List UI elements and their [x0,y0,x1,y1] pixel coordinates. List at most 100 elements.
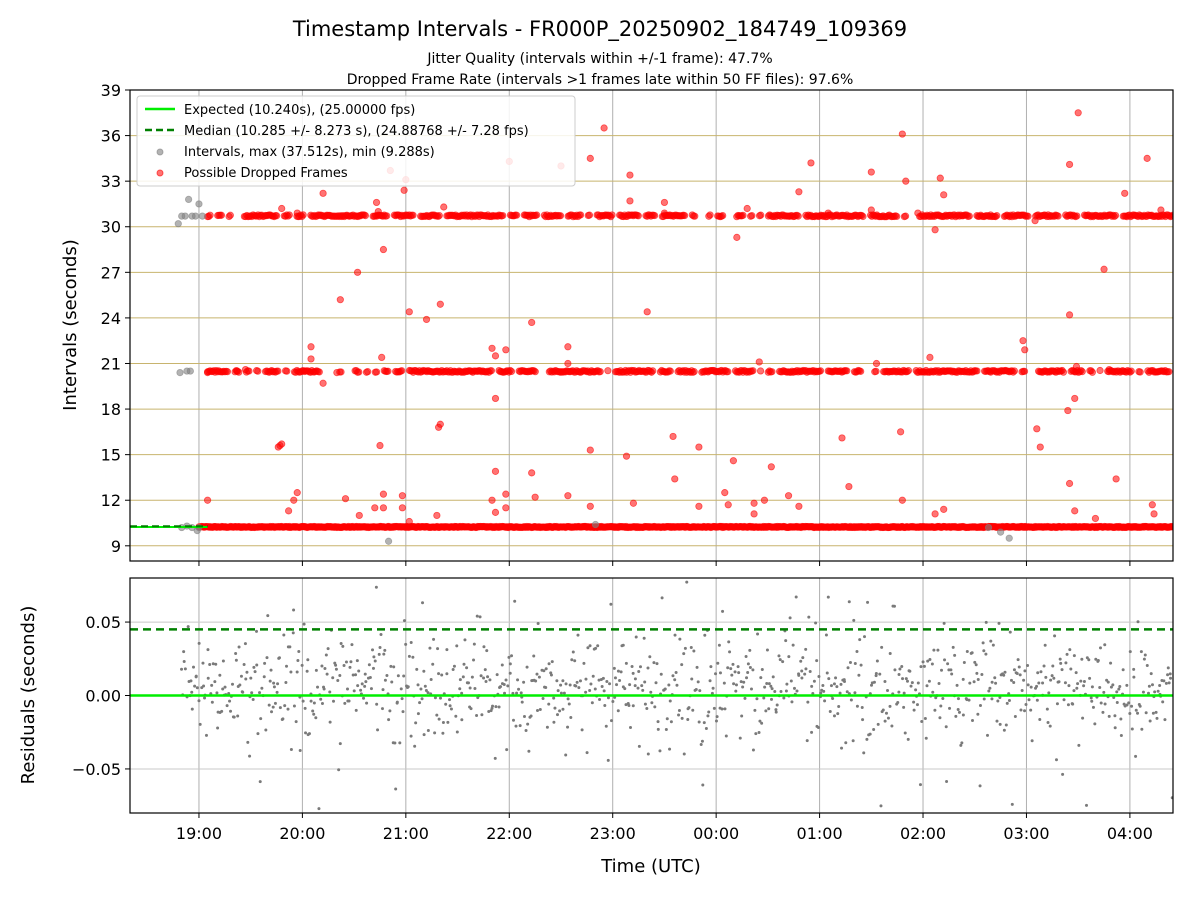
residual-point [251,697,255,701]
residual-point [978,704,982,708]
residual-point [475,614,479,618]
residuals-y-tick-label: −0.05 [72,760,121,779]
dropped-frame-point [353,268,362,276]
residual-point [270,710,274,714]
residual-point [728,650,732,654]
residual-point [524,728,528,732]
dropped-frame-point [1010,367,1018,375]
interval-point [186,367,194,375]
residual-point [518,724,522,728]
residual-point [954,714,958,718]
residual-point [542,669,546,673]
dropped-frame-point [1065,479,1074,488]
dropped-frame-point [1136,368,1144,376]
residual-point [931,690,935,694]
residual-point [976,712,980,716]
interval-point [174,220,182,228]
residual-point [770,697,773,701]
residual-point [300,663,304,667]
residual-point [994,681,998,685]
residual-point [574,684,578,688]
residual-point [824,633,828,637]
residual-point [653,705,657,709]
residual-point [851,739,855,743]
interval-point [1005,534,1013,542]
residual-point [508,662,512,666]
residual-point [354,708,358,712]
residuals-y-tick-label: 0.05 [85,613,121,632]
residual-point [924,736,928,740]
residual-point [920,719,924,723]
dropped-frame-point [626,197,634,205]
residual-point [631,704,635,708]
dropped-frame-point [1121,189,1129,197]
residual-point [751,748,755,752]
residual-point [306,658,310,662]
residual-point [229,709,233,713]
residual-point [721,609,725,613]
residual-point [1053,634,1057,638]
residual-point [352,689,356,693]
residual-point [1022,678,1026,682]
residual-point [392,665,396,669]
residual-point [213,680,217,684]
residual-point [1063,681,1067,685]
residual-point [322,687,326,691]
residual-point [553,706,557,710]
residual-point [342,664,346,668]
residual-point [1048,724,1052,728]
dropped-frame-point [1105,365,1113,374]
residual-point [1169,676,1173,680]
residual-point [1027,698,1031,702]
residual-point [847,600,851,604]
residual-point [732,682,736,686]
dropped-frame-point [586,446,594,454]
residual-point [988,686,992,690]
residual-point [1041,681,1045,685]
residual-point [618,679,622,683]
dropped-frame-point [739,211,747,219]
residual-point [948,706,952,710]
residual-point [419,687,423,691]
residual-point [631,671,635,675]
residual-point [508,671,512,675]
residual-point [337,768,341,772]
residual-point [556,689,560,693]
legend-dropped-swatch [156,169,164,177]
dropped-frame-point [666,367,674,375]
residual-point [180,667,184,671]
residual-point [596,644,600,648]
residual-point [520,700,524,704]
residual-point [1037,681,1041,685]
residual-point [305,669,309,673]
residual-point [284,681,288,685]
dropped-frame-point [893,212,901,221]
residual-point [1024,702,1028,706]
residual-point [532,654,536,658]
dropped-frame-point [586,502,594,510]
residual-point [680,716,684,720]
dropped-frame-point [488,344,496,352]
residual-point [803,672,807,676]
residual-point [866,600,870,604]
residual-point [898,667,902,671]
dropped-frame-point [669,432,677,441]
dropped-frame-point [940,505,948,513]
residual-point [694,687,698,691]
dropped-frame-point [755,358,763,366]
residual-point [1054,758,1058,762]
residual-point [343,701,347,705]
residuals-x-ticks: 19:00 20:00 21:00 22:00 23:00 00:00 01:00 02:00… [176,813,1153,843]
residual-point [910,681,914,685]
residual-point [1107,714,1111,718]
dropped-frame-point [528,318,536,327]
residual-point [677,713,681,717]
residual-point [665,717,669,721]
residual-point [598,698,602,702]
legend-dropped-label: Possible Dropped Frames [184,166,348,181]
residual-point [1038,717,1042,721]
residual-point [525,665,529,669]
residual-point [808,670,812,674]
residual-point [311,709,315,713]
residual-point [961,713,965,717]
